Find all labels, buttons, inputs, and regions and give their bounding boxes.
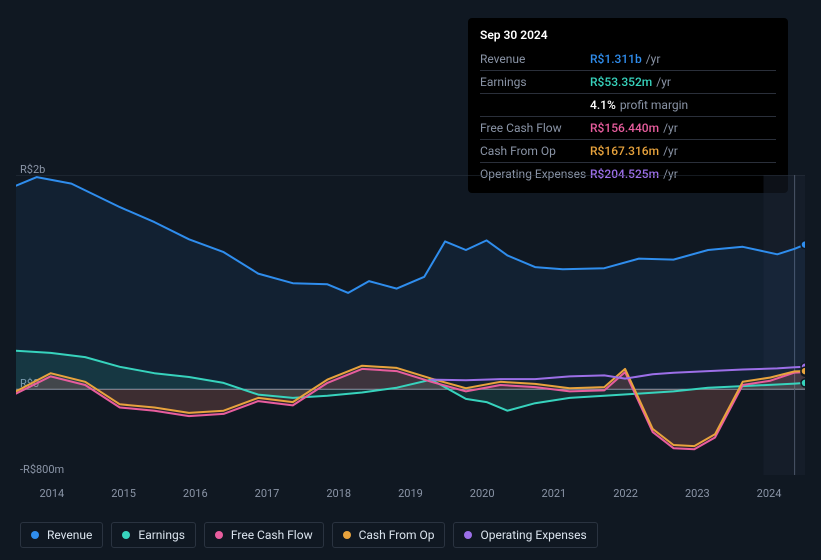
legend-item-earnings[interactable]: Earnings [111, 522, 196, 548]
legend-label: Free Cash Flow [231, 528, 313, 542]
chart-x-label: 2014 [39, 487, 64, 500]
chart-x-label: 2019 [398, 487, 423, 500]
chart-x-label: 2017 [255, 487, 280, 500]
tooltip-metric-unit: /yr [656, 73, 671, 91]
tooltip-metric-label: Revenue [480, 50, 590, 68]
legend-label: Earnings [138, 528, 185, 542]
chart-x-label: 2023 [685, 487, 710, 500]
legend-dot [31, 531, 39, 539]
chart-x-label: 2020 [470, 487, 495, 500]
tooltip-metric-unit: /yr [646, 50, 661, 68]
tooltip-metric-label: Free Cash Flow [480, 119, 590, 137]
tooltip-subrow: 4.1% profit margin [480, 93, 776, 116]
chart-x-label: 2022 [613, 487, 638, 500]
chart-legend: Revenue Earnings Free Cash Flow Cash From O… [20, 522, 598, 548]
legend-label: Operating Expenses [480, 528, 586, 542]
tooltip-sub-value: 4.1% [590, 96, 616, 114]
legend-item-free-cash-flow[interactable]: Free Cash Flow [204, 522, 324, 548]
chart-endmarker-earnings [801, 379, 805, 387]
legend-dot [215, 531, 223, 539]
tooltip-metric-value: R$1.311b [590, 50, 642, 68]
legend-item-operating-expenses[interactable]: Operating Expenses [453, 522, 597, 548]
legend-dot [122, 531, 130, 539]
tooltip-metric-label: Earnings [480, 73, 590, 91]
tooltip-row: Cash From OpR$167.316m/yr [480, 139, 776, 162]
tooltip-metric-unit: /yr [663, 142, 678, 160]
chart-endmarker-revenue [801, 241, 805, 249]
tooltip-metric-value: R$156.440m [590, 119, 659, 137]
tooltip-sub-text: profit margin [620, 96, 688, 114]
chart-x-label: 2015 [111, 487, 136, 500]
legend-item-revenue[interactable]: Revenue [20, 522, 103, 548]
tooltip-date: Sep 30 2024 [480, 26, 776, 44]
chart-svg [16, 175, 805, 475]
chart-plot-area[interactable] [16, 175, 805, 475]
legend-dot [343, 531, 351, 539]
tooltip-metric-label: Cash From Op [480, 142, 590, 160]
chart-tooltip: Sep 30 2024 RevenueR$1.311b/yrEarningsR$… [468, 18, 788, 193]
tooltip-row: EarningsR$53.352m/yr [480, 70, 776, 93]
tooltip-metric-value: R$167.316m [590, 142, 659, 160]
chart-x-axis: 2014 2015 2016 2017 2018 2019 2020 2021 2022 2023… [16, 487, 805, 500]
chart-endmarker-cfo [801, 367, 805, 375]
chart-x-label: 2016 [183, 487, 208, 500]
chart-x-label: 2024 [757, 487, 782, 500]
legend-label: Revenue [47, 528, 92, 542]
tooltip-metric-unit: /yr [663, 119, 678, 137]
tooltip-row: Free Cash FlowR$156.440m/yr [480, 116, 776, 139]
legend-item-cash-from-op[interactable]: Cash From Op [332, 522, 446, 548]
legend-dot [464, 531, 472, 539]
tooltip-metric-value: R$53.352m [590, 73, 652, 91]
chart-x-label: 2021 [542, 487, 567, 500]
tooltip-row: RevenueR$1.311b/yr [480, 48, 776, 70]
legend-label: Cash From Op [359, 528, 435, 542]
chart-x-label: 2018 [326, 487, 351, 500]
